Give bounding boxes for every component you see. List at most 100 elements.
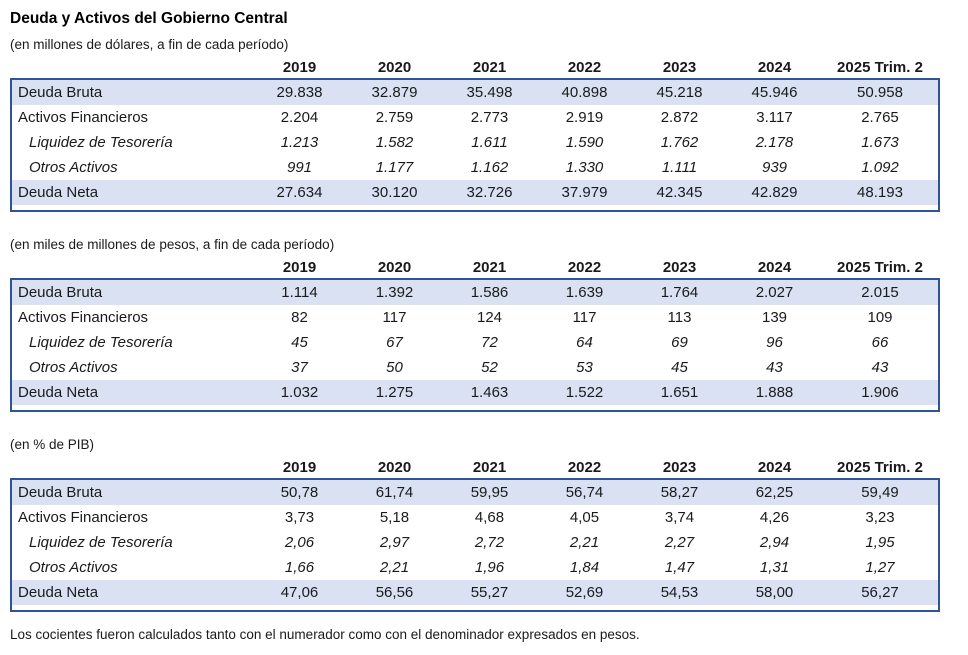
value-cell: 29.838 [276,84,323,101]
value-cell: 991 [286,159,313,176]
value-cell: 50,78 [280,484,319,501]
year-header-cell: 2022 [567,59,602,76]
year-header-row: 2019 2020 2021 2022 2023 2024 2025 Trim. 2 [12,57,938,78]
value-cell: 69 [671,334,688,351]
value-cell: 1.764 [660,284,699,301]
value-cell: 56,56 [375,584,414,601]
page-title: Deuda y Activos del Gobierno Central [10,10,288,27]
row-label-cell: Otros Activos [29,159,118,176]
value-cell: 58,27 [660,484,699,501]
value-cell: 1.651 [660,384,699,401]
value-cell: 64 [576,334,593,351]
value-cell: 45 [671,359,688,376]
table-bottom-spacer [12,605,938,610]
value-cell: 82 [291,309,308,326]
value-cell: 1.463 [470,384,509,401]
value-cell: 1,66 [284,559,315,576]
value-cell: 1,96 [474,559,505,576]
value-cell: 2.759 [375,109,414,126]
value-cell: 1.611 [471,134,508,151]
value-cell: 2.773 [470,109,509,126]
row-label-cell: Deuda Neta [18,384,99,401]
value-cell: 1.330 [565,159,604,176]
value-cell: 939 [761,159,788,176]
year-header-cell: 2023 [662,59,697,76]
value-cell: 61,74 [375,484,414,501]
year-header-cell: 2024 [757,259,792,276]
table-section-pesos: (en miles de millones de pesos, a fin de… [10,237,968,412]
value-cell: 43 [871,359,889,376]
value-cell: 42.829 [751,184,798,201]
value-cell: 124 [476,309,503,326]
year-header-cell: 2023 [662,459,697,476]
value-cell: 52,69 [565,584,604,601]
table-row: Liquidez de Tesorería 45 67 72 64 69 96 66 [12,330,938,355]
row-label-cell: Deuda Bruta [18,84,103,101]
value-cell: 2,06 [284,534,315,551]
row-label-cell: Activos Financieros [18,309,149,326]
year-header-cell: 2024 [757,459,792,476]
year-header-cell: 2025 Trim. 2 [837,59,923,76]
year-header-cell: 2020 [377,459,412,476]
table-row: Deuda Bruta 29.838 32.879 35.498 40.898 45.21… [12,80,938,105]
value-cell: 55,27 [470,584,509,601]
table-row: Otros Activos 37 50 52 53 45 43 43 [12,355,938,380]
value-cell: 50 [386,359,403,376]
value-cell: 2,94 [759,534,790,551]
value-cell: 1.213 [280,134,319,151]
year-header-label-spacer [12,257,252,278]
value-cell: 50.958 [857,84,903,101]
value-cell: 1.582 [375,134,414,151]
value-cell: 1,84 [569,559,600,576]
year-header-cell: 2024 [757,59,792,76]
row-label-cell: Deuda Neta [18,584,99,601]
value-cell: 1,95 [865,534,895,551]
table-row: Activos Financieros 82 117 124 117 113 139 109 [12,305,938,330]
value-cell: 2,21 [379,559,410,576]
value-cell: 1.522 [565,384,604,401]
value-cell: 5,18 [379,509,410,526]
value-cell: 1.590 [565,134,604,151]
table-row: Deuda Neta 47,06 56,56 55,27 52,69 54,53 58,00… [12,580,938,605]
value-cell: 32.726 [466,184,513,201]
value-cell: 109 [867,309,893,326]
year-header-cell: 2021 [472,59,507,76]
value-cell: 2.872 [660,109,699,126]
table-subtitle: (en miles de millones de pesos, a fin de… [10,237,335,252]
row-label-cell: Liquidez de Tesorería [29,334,173,351]
year-header-cell: 2021 [472,459,507,476]
value-cell: 1.162 [470,159,509,176]
value-cell: 52 [481,359,498,376]
value-cell: 113 [667,309,692,326]
year-header-cell: 2025 Trim. 2 [837,459,923,476]
year-header-cell: 2022 [567,259,602,276]
value-cell: 2,97 [379,534,410,551]
value-cell: 1.762 [660,134,699,151]
value-cell: 54,53 [660,584,699,601]
value-cell: 35.498 [466,84,513,101]
value-cell: 43 [766,359,783,376]
value-cell: 117 [382,309,407,326]
table-bottom-spacer [12,205,938,210]
value-cell: 1,27 [865,559,895,576]
table-row: Deuda Bruta 50,78 61,74 59,95 56,74 58,27 62,2… [12,480,938,505]
value-cell: 2.015 [861,284,899,301]
table-row: Activos Financieros 2.204 2.759 2.773 2.919 2… [12,105,938,130]
value-cell: 139 [761,309,788,326]
value-cell: 27.634 [276,184,323,201]
year-header-cell: 2021 [472,259,507,276]
year-header-cell: 2020 [377,259,412,276]
footer-note: Los cocientes fueron calculados tanto co… [10,627,640,642]
year-header-row: 2019 2020 2021 2022 2023 2024 2025 Trim. 2 [12,457,938,478]
row-label-cell: Liquidez de Tesorería [29,534,173,551]
value-cell: 3,73 [284,509,315,526]
row-label-cell: Activos Financieros [18,509,149,526]
year-header-row: 2019 2020 2021 2022 2023 2024 2025 Trim. 2 [12,257,938,278]
year-header-cell: 2019 [282,59,317,76]
table-bottom-spacer [12,405,938,410]
table-row: Liquidez de Tesorería 1.213 1.582 1.611 1.59… [12,130,938,155]
value-cell: 1.275 [375,384,414,401]
data-table: Deuda Bruta 1.114 1.392 1.586 1.639 1.764 2.02… [10,278,940,412]
value-cell: 3,23 [865,509,895,526]
value-cell: 4,26 [759,509,790,526]
